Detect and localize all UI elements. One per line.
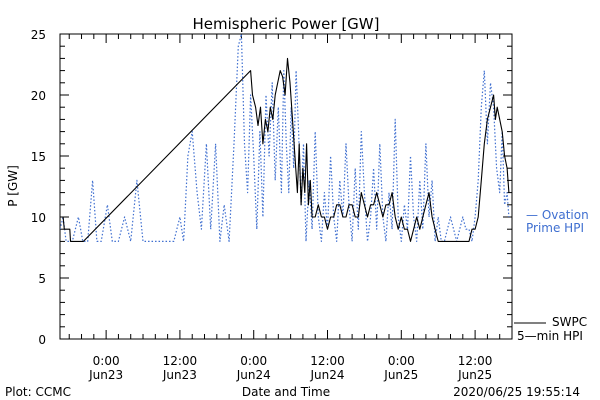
ovation-prime-hpi-line	[60, 34, 510, 242]
x-tick-date-label: Jun25	[457, 368, 492, 382]
series-layer	[60, 34, 510, 242]
chart-title: Hemispheric Power [GW]	[193, 15, 380, 33]
legend-ovation-line1: — Ovation	[526, 208, 589, 222]
swpc-hpi-line	[60, 57, 510, 242]
x-tick-time-label: 12:00	[163, 354, 198, 368]
y-tick-label: 10	[31, 211, 46, 225]
legend-swpc-line1: SWPC	[552, 315, 587, 329]
x-tick-date-label: Jun23	[162, 368, 197, 382]
y-tick-label: 25	[31, 28, 46, 42]
legend-swpc-line2: 5—min HPI	[517, 329, 583, 343]
plot-frame	[59, 33, 513, 340]
plot-credit: Plot: CCMC	[5, 385, 71, 399]
legend-ovation-line2: Prime HPI	[526, 221, 584, 235]
x-tick-time-label: 12:00	[310, 354, 345, 368]
y-tick-label: 5	[38, 272, 46, 286]
y-tick-label: 0	[38, 333, 46, 347]
x-tick-date-label: Jun24	[236, 368, 271, 382]
y-axis-label: P [GW]	[6, 165, 20, 207]
x-axis-label: Date and Time	[242, 385, 330, 399]
x-tick-date-label: Jun24	[309, 368, 344, 382]
y-tick-label: 20	[31, 89, 46, 103]
x-tick-time-label: 0:00	[240, 354, 267, 368]
x-tick-time-label: 0:00	[388, 354, 415, 368]
y-tick-label: 15	[31, 150, 46, 164]
x-tick-date-label: Jun25	[383, 368, 418, 382]
x-tick-date-label: Jun23	[88, 368, 123, 382]
y-axis-ticks: 0 5 10 15 20 25	[31, 28, 512, 347]
x-tick-time-label: 12:00	[458, 354, 493, 368]
timestamp: 2020/06/25 19:55:14	[453, 385, 580, 399]
x-axis-ticks: 0:00Jun2312:00Jun230:00Jun2412:00Jun240:…	[68, 34, 513, 382]
x-tick-time-label: 0:00	[93, 354, 120, 368]
